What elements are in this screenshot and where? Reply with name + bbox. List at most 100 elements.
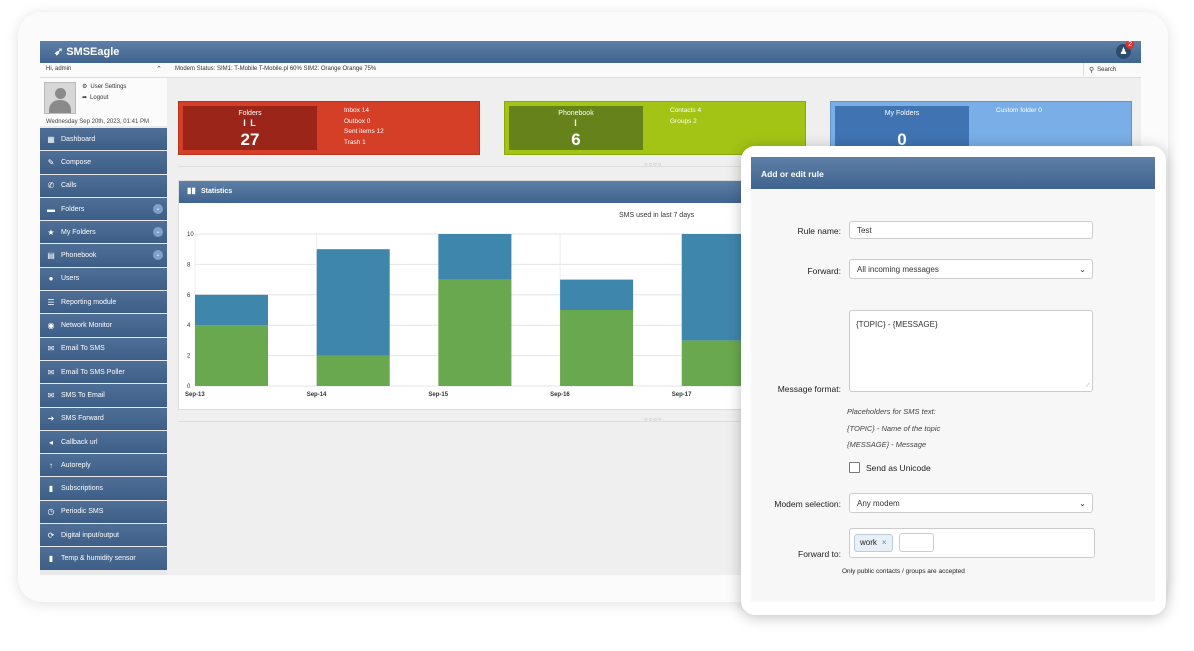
rule-name-input[interactable]: Test: [849, 221, 1093, 239]
folders-tile-count: 27: [240, 130, 260, 149]
sidebar-item-sms-forward[interactable]: ➜ SMS Forward: [40, 407, 167, 430]
dashboard-icon: ▦: [47, 134, 55, 144]
notification-badge: 2: [1126, 41, 1134, 49]
y-tick-label: 0: [187, 384, 191, 390]
sidebar-item-periodic-sms[interactable]: ◷ Periodic SMS: [40, 500, 167, 524]
sidebar-item-label: Email To SMS: [61, 345, 105, 353]
close-icon[interactable]: ×: [881, 538, 887, 547]
dialog-body: Rule name: Test Forward: All incoming me…: [751, 189, 1155, 602]
envelope-icon: ✉: [47, 390, 55, 400]
bell-icon: ♟: [1119, 46, 1128, 56]
folder-icon: ▬: [47, 204, 55, 214]
folders-tile[interactable]: Folders I L 27 Inbox 14 Outbox 0 Sent it…: [178, 101, 480, 155]
divider-handle[interactable]: ○○○○: [644, 417, 663, 423]
dialog-title: Add or edit rule: [761, 169, 824, 179]
message-format-textarea[interactable]: {TOPIC} - {MESSAGE} ⟋: [849, 310, 1093, 392]
sidebar-item-email-to-sms-poller[interactable]: ✉ Email To SMS Poller: [40, 360, 167, 384]
chevron-up-icon[interactable]: ⌃: [156, 66, 162, 73]
my-folders-tile-count: 0: [897, 130, 907, 149]
sidebar-item-label: Network Monitor: [61, 322, 112, 330]
modem-select[interactable]: Any modem ⌄: [849, 493, 1093, 513]
greeting[interactable]: Hi, admin: [46, 66, 72, 72]
chart-title: SMS used in last 7 days: [619, 212, 695, 219]
sidebar-item-phonebook[interactable]: ▤ Phonebook ⌄: [40, 244, 167, 267]
search-button[interactable]: ⚲ Search: [1083, 63, 1141, 76]
phonebook-icon: ▤: [47, 251, 55, 261]
phone-icon: ✆: [47, 181, 55, 191]
chevron-down-icon[interactable]: ⌄: [153, 250, 163, 261]
bar-segment-series-1[interactable]: [560, 310, 634, 386]
x-tick-label: Sep-17: [672, 392, 692, 398]
unicode-checkbox-row[interactable]: Send as Unicode: [849, 462, 931, 473]
x-tick-label: Sep-13: [185, 392, 205, 398]
sidebar-item-label: Autoreply: [61, 461, 91, 469]
notifications-button[interactable]: ♟ 2: [1116, 41, 1134, 59]
sidebar-item-network-monitor[interactable]: ◉ Network Monitor: [40, 314, 167, 337]
sidebar-item-temp-humidity-sensor[interactable]: ▮ Temp & humidity sensor: [40, 547, 167, 570]
y-tick-label: 2: [187, 354, 191, 360]
chevron-down-icon[interactable]: ⌄: [153, 203, 163, 214]
sidebar-item-my-folders[interactable]: ★ My Folders ⌄: [40, 221, 167, 244]
forward-select[interactable]: All incoming messages ⌄: [849, 259, 1093, 279]
y-tick-label: 6: [187, 293, 191, 299]
bar-segment-series-2[interactable]: [316, 249, 390, 356]
folders-tile-label: Folders: [238, 110, 262, 117]
user-box: ⚙ User Settings ➦ Logout Wednesday Sep 20t…: [40, 78, 167, 126]
sidebar-item-sms-to-email[interactable]: ✉ SMS To Email: [40, 384, 167, 407]
forward-to-input[interactable]: [899, 533, 934, 552]
star-icon: ★: [47, 227, 55, 237]
phonebook-detail-contacts: Contacts 4: [670, 107, 702, 114]
phonebook-tile-icon: I: [574, 118, 578, 128]
sidebar-item-users[interactable]: ● Users: [40, 267, 167, 291]
forward-to-tag[interactable]: work ×: [854, 534, 893, 552]
bar-segment-series-2[interactable]: [195, 294, 268, 326]
sidebar-item-callback-url[interactable]: ◂ Callback url: [40, 430, 167, 454]
sidebar-item-reporting-module[interactable]: ☰ Reporting module: [40, 291, 167, 314]
sidebar-item-autoreply[interactable]: ↑ Autoreply: [40, 454, 167, 477]
sidebar-item-calls[interactable]: ✆ Calls: [40, 174, 167, 197]
placeholders-title: Placeholders for SMS text:: [847, 407, 936, 416]
sidebar-item-email-to-sms[interactable]: ✉ Email To SMS: [40, 337, 167, 360]
top-bar: ➹ SMSEagle ♟ 2: [40, 41, 1141, 63]
sidebar-item-compose[interactable]: ✎ Compose: [40, 151, 167, 174]
sidebar-item-folders[interactable]: ▬ Folders ⌄: [40, 197, 167, 221]
logout-icon: ➦: [82, 95, 88, 101]
arrow-up-icon: ↑: [49, 460, 53, 470]
sidebar-item-label: My Folders: [61, 228, 96, 236]
sidebar: ⚙ User Settings ➦ Logout Wednesday Sep 20t…: [40, 78, 167, 575]
pencil-icon: ✎: [47, 157, 55, 167]
modem-select-value: Any modem: [857, 499, 900, 508]
logout-link[interactable]: ➦ Logout: [82, 94, 108, 102]
unicode-checkbox[interactable]: [849, 462, 860, 473]
monitor-icon: ◉: [47, 321, 55, 331]
placeholder-message: {MESSAGE} - Message: [847, 440, 927, 449]
rule-dialog: Add or edit rule Rule name: Test Forward…: [741, 146, 1166, 615]
phonebook-tile-count: 6: [571, 130, 581, 149]
sidebar-item-dashboard[interactable]: ▦ Dashboard: [40, 128, 167, 151]
sidebar-item-subscriptions[interactable]: ▮ Subscriptions: [40, 477, 167, 500]
chevron-down-icon[interactable]: ⌄: [153, 227, 163, 238]
bar-segment-series-1[interactable]: [195, 325, 268, 386]
forward-to-field[interactable]: work ×: [849, 528, 1095, 558]
folders-tile-details: Inbox 14 Outbox 0 Sent items 12 Trash 1: [344, 106, 384, 148]
folders-detail-outbox: Outbox 0: [344, 117, 371, 125]
bar-segment-series-2[interactable]: [438, 234, 512, 280]
clock-icon: ◷: [47, 507, 55, 517]
sidebar-item-digital-input-output[interactable]: ⟳ Digital input/output: [40, 524, 167, 547]
forward-label: Forward:: [807, 266, 841, 276]
users-icon: ●: [48, 274, 54, 284]
bar-segment-series-1[interactable]: [316, 355, 390, 386]
divider-handle[interactable]: ○○○○: [644, 162, 663, 168]
resize-grip-icon[interactable]: ⟋: [1085, 383, 1090, 389]
sidebar-item-label: Phonebook: [61, 252, 97, 260]
logo[interactable]: ➹ SMSEagle: [54, 45, 119, 59]
bar-segment-series-1[interactable]: [438, 279, 512, 386]
y-tick-label: 8: [187, 262, 191, 268]
search-label: Search: [1097, 66, 1117, 73]
bar-segment-series-2[interactable]: [560, 279, 634, 310]
user-settings-link[interactable]: ⚙ User Settings: [82, 83, 126, 91]
list-icon: ☰: [47, 297, 55, 307]
sidebar-item-label: Reporting module: [61, 298, 117, 306]
folders-detail-sent: Sent items 12: [344, 128, 384, 135]
forward-to-label: Forward to:: [798, 549, 841, 559]
